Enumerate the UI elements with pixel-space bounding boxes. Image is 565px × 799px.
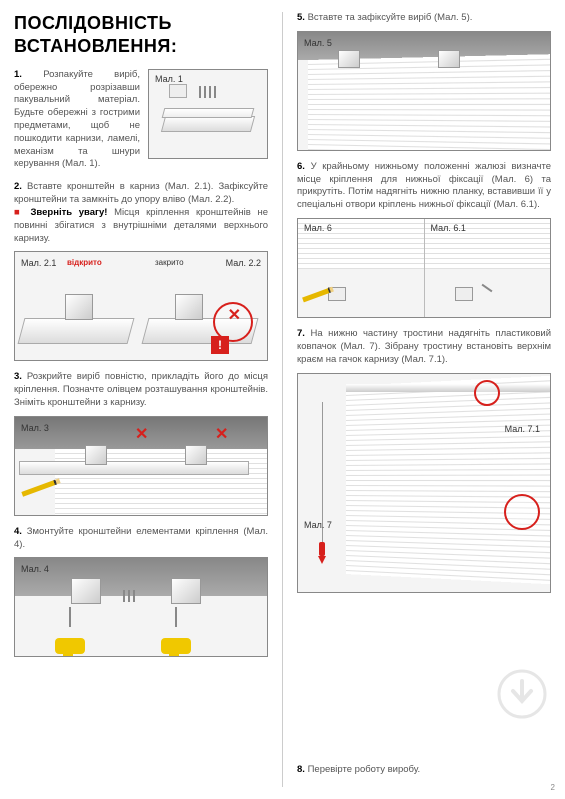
figure-4: Мал. 4 — [14, 557, 268, 657]
step-1-body: Розпакуйте виріб, обережно розрізавши па… — [14, 69, 140, 170]
step-1-text: 1. Розпакуйте виріб, обережно розрізавши… — [14, 69, 140, 172]
step-3-num: 3. — [14, 371, 22, 382]
step-2: 2. Вставте кронштейн в карниз (Мал. 2.1)… — [14, 181, 268, 361]
figure-61-label: Мал. 6.1 — [431, 223, 466, 235]
page-container: ПОСЛІДОВНІСТЬ ВСТАНОВЛЕННЯ: 1. Розпакуйт… — [0, 0, 565, 799]
warning-box-icon: ! — [211, 336, 229, 354]
step-4-text: 4. Змонтуйте кронштейни елементами кріпл… — [14, 526, 268, 552]
step-5: 5. Вставте та зафіксуйте виріб (Мал. 5).… — [297, 12, 551, 151]
drill-icon-1 — [55, 619, 105, 654]
step-6-text: 6. У крайньому нижньому положенні жалюзі… — [297, 161, 551, 212]
figure-22-label: Мал. 2.2 — [226, 258, 261, 270]
figure-2: Мал. 2.1 відкрито закрито Мал. 2.2 ! ✕ — [14, 251, 268, 361]
step-7-text: 7. На нижню частину тростини надягніть п… — [297, 328, 551, 366]
figure-5: Мал. 5 — [297, 31, 551, 151]
figure-7: Мал. 7 Мал. 7.1 — [297, 373, 551, 593]
red-x-icon: ✕ — [228, 306, 241, 327]
step-8: 8. Перевірте роботу виробу. — [297, 764, 551, 777]
step-6-body: У крайньому нижньому положенні жалюзі ви… — [297, 161, 551, 210]
step-2-body: Вставте кронштейн в карниз (Мал. 2.1). З… — [14, 181, 268, 205]
open-label: відкрито — [67, 258, 102, 268]
figure-6: Мал. 6 Мал. 6.1 — [297, 218, 551, 318]
figure-3: Мал. 3 ✕ ✕ — [14, 416, 268, 516]
step-3: 3. Розкрийте виріб повністю, прикладіть … — [14, 371, 268, 515]
step-3-text: 3. Розкрийте виріб повністю, прикладіть … — [14, 371, 268, 409]
red-x-icon-2: ✕ — [135, 425, 148, 446]
step-6-num: 6. — [297, 161, 305, 172]
figure-4-label: Мал. 4 — [21, 564, 49, 576]
step-6: 6. У крайньому нижньому положенні жалюзі… — [297, 161, 551, 318]
watermark-icon — [497, 669, 547, 719]
step-4-body: Змонтуйте кронштейни елементами кріпленн… — [14, 526, 268, 550]
tassel-icon — [319, 542, 325, 556]
warn-label: Зверніть увагу! — [30, 207, 107, 218]
red-x-icon-3: ✕ — [215, 425, 228, 446]
column-divider — [282, 12, 283, 787]
step-2-text: 2. Вставте кронштейн в карниз (Мал. 2.1)… — [14, 181, 268, 245]
step-3-body: Розкрийте виріб повністю, прикладіть йог… — [14, 371, 268, 408]
step-8-num: 8. — [297, 764, 305, 775]
step-5-num: 5. — [297, 12, 305, 23]
figure-1: Мал. 1 — [148, 69, 268, 159]
step-7-num: 7. — [297, 328, 305, 339]
step-5-text: 5. Вставте та зафіксуйте виріб (Мал. 5). — [297, 12, 551, 25]
figure-1-label: Мал. 1 — [155, 74, 183, 86]
closed-label: закрито — [155, 258, 184, 268]
step-2-num: 2. — [14, 181, 22, 192]
figure-3-label: Мал. 3 — [21, 423, 49, 435]
figure-71-label: Мал. 7.1 — [505, 424, 540, 436]
step-4: 4. Змонтуйте кронштейни елементами кріпл… — [14, 526, 268, 658]
drill-icon-2 — [161, 619, 211, 654]
step-7-body: На нижню частину тростини надягніть плас… — [297, 328, 551, 365]
step-8-text: 8. Перевірте роботу виробу. — [297, 764, 551, 777]
step-1: 1. Розпакуйте виріб, обережно розрізавши… — [14, 69, 268, 172]
step-4-num: 4. — [14, 526, 22, 537]
figure-6-label: Мал. 6 — [304, 223, 332, 235]
step-1-num: 1. — [14, 69, 22, 80]
left-column: ПОСЛІДОВНІСТЬ ВСТАНОВЛЕННЯ: 1. Розпакуйт… — [14, 12, 268, 787]
step-5-body: Вставте та зафіксуйте виріб (Мал. 5). — [308, 12, 473, 23]
main-title: ПОСЛІДОВНІСТЬ ВСТАНОВЛЕННЯ: — [14, 12, 268, 59]
step-8-body: Перевірте роботу виробу. — [308, 764, 421, 775]
page-number: 2 — [551, 783, 555, 793]
figure-5-label: Мал. 5 — [304, 38, 332, 50]
figure-21-label: Мал. 2.1 — [21, 258, 56, 270]
figure-7-label: Мал. 7 — [304, 520, 332, 532]
warn-icon: ■ — [14, 207, 30, 218]
